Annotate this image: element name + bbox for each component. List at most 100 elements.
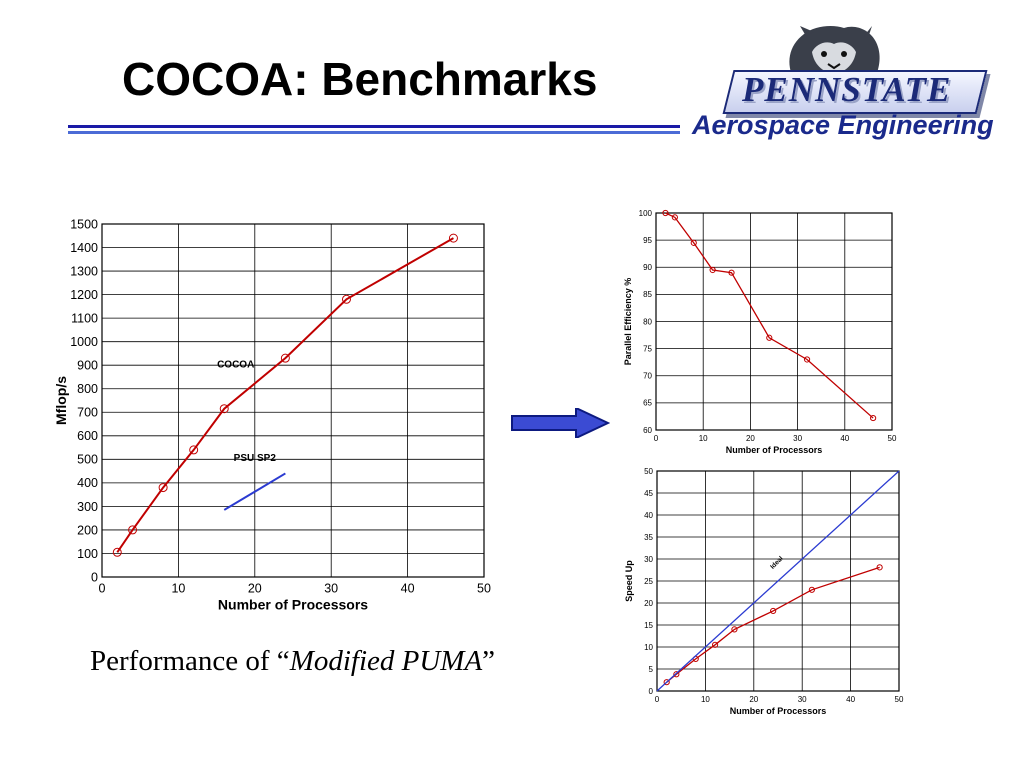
data-point: [128, 525, 138, 535]
data-point: [870, 414, 877, 422]
y-tick-label: 1500: [70, 217, 98, 231]
y-tick-label: 200: [77, 523, 98, 537]
y-tick-label: 40: [644, 511, 653, 520]
y-tick-label: 65: [643, 399, 652, 408]
data-point: [662, 209, 669, 217]
data-point: [189, 445, 199, 455]
x-tick-label: 50: [477, 582, 491, 596]
y-axis-label: Speed Up: [624, 560, 634, 602]
y-tick-label: 800: [77, 382, 98, 396]
data-point: [280, 353, 290, 363]
y-tick-label: 5: [649, 665, 654, 674]
data-point: [341, 294, 351, 304]
y-tick-label: 60: [643, 426, 652, 435]
x-axis-label: Number of Processors: [218, 597, 368, 613]
x-tick-label: 10: [701, 695, 710, 704]
x-tick-label: 30: [324, 582, 338, 596]
plot-area: [101, 223, 485, 578]
y-tick-label: 70: [643, 372, 652, 381]
x-tick-label: 0: [655, 695, 660, 704]
y-tick-label: 85: [643, 290, 652, 299]
penn-state-logo: PENNSTATE: [716, 22, 1006, 114]
data-point: [709, 266, 716, 274]
y-tick-label: 35: [644, 533, 653, 542]
series-line-ideal: [656, 470, 900, 692]
right-arrow-icon: [510, 406, 611, 443]
y-axis-label: Parallel Efficiency %: [623, 278, 633, 366]
data-point: [766, 334, 773, 341]
data-point: [671, 214, 678, 221]
y-tick-label: 900: [77, 359, 98, 373]
x-tick-label: 40: [840, 434, 849, 443]
y-tick-label: 50: [644, 467, 653, 476]
series-line-series-0: [666, 566, 880, 683]
data-point: [158, 483, 168, 493]
y-tick-label: 80: [643, 317, 652, 326]
data-point: [711, 641, 719, 648]
y-axis-label: Mflop/s: [53, 376, 69, 425]
y-tick-label: 700: [77, 406, 98, 420]
y-tick-label: 10: [644, 643, 653, 652]
x-tick-label: 20: [248, 582, 262, 596]
y-tick-label: 100: [77, 547, 98, 561]
y-tick-label: 0: [91, 570, 98, 584]
parallel-efficiency-chart: 0 10 20 30 40 50 60 65 70 75 80 85 90 95 100 Number of …: [610, 205, 910, 453]
data-point: [448, 233, 458, 243]
series-label: PSU SP2: [234, 453, 277, 464]
x-tick-label: 20: [749, 695, 758, 704]
y-tick-label: 100: [639, 209, 653, 218]
x-axis-label: Number of Processors: [726, 445, 823, 453]
figure-caption: Performance of “Modified PUMA”: [90, 645, 495, 678]
x-tick-label: 10: [171, 582, 185, 596]
x-tick-label: 50: [895, 695, 904, 704]
y-tick-label: 1100: [71, 312, 98, 326]
data-point: [112, 547, 122, 557]
x-tick-label: 40: [401, 582, 415, 596]
slide-title: COCOA: Benchmarks: [122, 53, 598, 105]
series-line-psu-sp2: [223, 472, 286, 511]
series-line-cocoa: [116, 237, 454, 553]
data-point: [690, 239, 697, 246]
series-line-series-0: [665, 212, 874, 419]
y-tick-label: 0: [649, 687, 654, 696]
data-point: [663, 679, 670, 686]
y-tick-label: 75: [643, 344, 652, 353]
x-tick-label: 50: [888, 434, 897, 443]
x-tick-label: 0: [654, 434, 659, 443]
x-tick-label: 10: [699, 434, 708, 443]
department-name: Aerospace Engineering: [692, 110, 994, 140]
data-point: [808, 586, 815, 593]
data-point: [728, 269, 735, 276]
logo-wordmark: PENNSTATE: [742, 70, 952, 109]
y-tick-label: 45: [644, 489, 653, 498]
y-tick-label: 95: [643, 236, 652, 245]
y-tick-label: 1400: [70, 241, 98, 255]
mflops-chart: 0 10 20 30 40 50 0 100 200 300 400 500 600 700 800 900 1…: [40, 210, 500, 615]
y-tick-label: 15: [644, 621, 653, 630]
title-underline-light: [68, 131, 680, 134]
data-point: [770, 607, 777, 615]
data-point: [673, 671, 680, 678]
y-tick-label: 30: [644, 555, 653, 564]
speed-up-chart: 0 10 20 30 40 50 0 5 10 15 20 25 30 35 40 45 50 Number of…: [605, 462, 910, 717]
title-underline-dark: [68, 125, 680, 128]
y-tick-label: 1200: [70, 288, 98, 302]
penn-state-lion-logo: [789, 26, 880, 80]
y-tick-label: 500: [77, 453, 98, 467]
data-point: [219, 404, 229, 414]
x-tick-label: 30: [798, 695, 807, 704]
series-label: COCOA: [217, 359, 254, 370]
x-tick-label: 20: [746, 434, 755, 443]
y-tick-label: 90: [643, 263, 652, 272]
data-point: [876, 564, 883, 571]
y-tick-label: 20: [644, 599, 653, 608]
x-tick-label: 40: [846, 695, 855, 704]
x-tick-label: 30: [793, 434, 802, 443]
y-tick-label: 600: [77, 429, 98, 443]
x-tick-label: 0: [99, 582, 106, 596]
caption-emphasis: Modified PUMA: [289, 645, 483, 677]
caption-prefix: Performance of “: [90, 645, 290, 677]
data-point: [803, 356, 811, 363]
y-tick-label: 25: [644, 577, 653, 586]
y-tick-label: 300: [77, 500, 98, 514]
